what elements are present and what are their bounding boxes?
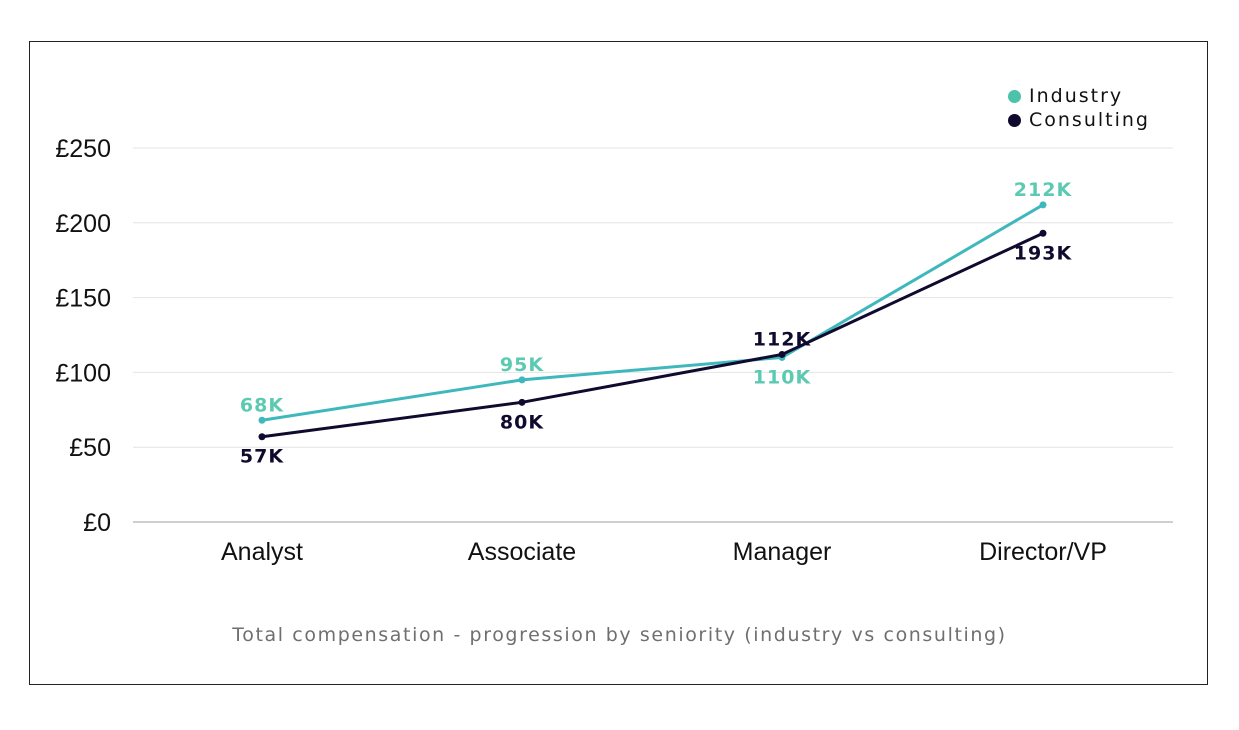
y-tick-label: £100: [55, 359, 111, 387]
y-tick-label: £200: [55, 210, 111, 238]
y-tick-label: £0: [83, 509, 111, 537]
legend-label-consulting: Consulting: [1029, 109, 1150, 131]
x-tick-label: Manager: [733, 538, 832, 566]
x-tick-label: Director/VP: [979, 538, 1107, 566]
data-label-industry: 95K: [500, 354, 544, 376]
data-label-consulting: 112K: [753, 328, 812, 350]
data-point-industry: [258, 416, 266, 424]
data-label-industry: 110K: [753, 366, 812, 388]
legend-item-consulting: Consulting: [1008, 108, 1150, 132]
data-label-consulting: 57K: [240, 446, 284, 468]
series-line-consulting: [260, 231, 1045, 439]
legend-swatch-industry: [1008, 89, 1021, 103]
data-label-industry: 68K: [240, 394, 284, 416]
legend-item-industry: Industry: [1008, 84, 1150, 108]
legend-label-industry: Industry: [1029, 85, 1124, 107]
data-point-industry: [518, 376, 526, 384]
series-line-industry: [260, 203, 1045, 422]
data-label-consulting: 80K: [500, 411, 544, 433]
x-tick-label: Associate: [468, 538, 576, 566]
data-point-consulting: [1039, 229, 1047, 237]
chart-caption: Total compensation - progression by seni…: [232, 624, 1007, 646]
legend-swatch-consulting: [1008, 113, 1021, 127]
data-label-industry: 212K: [1014, 179, 1073, 201]
data-point-consulting: [518, 398, 526, 406]
y-tick-label: £50: [69, 434, 111, 462]
x-tick-label: Analyst: [221, 538, 303, 566]
data-point-consulting: [258, 433, 266, 441]
chart-legend: Industry Consulting: [1008, 84, 1150, 132]
data-point-industry: [1039, 201, 1047, 209]
data-label-consulting: 193K: [1014, 242, 1073, 264]
y-tick-label: £250: [55, 135, 111, 163]
y-tick-label: £150: [55, 285, 111, 313]
data-point-consulting: [778, 350, 786, 358]
